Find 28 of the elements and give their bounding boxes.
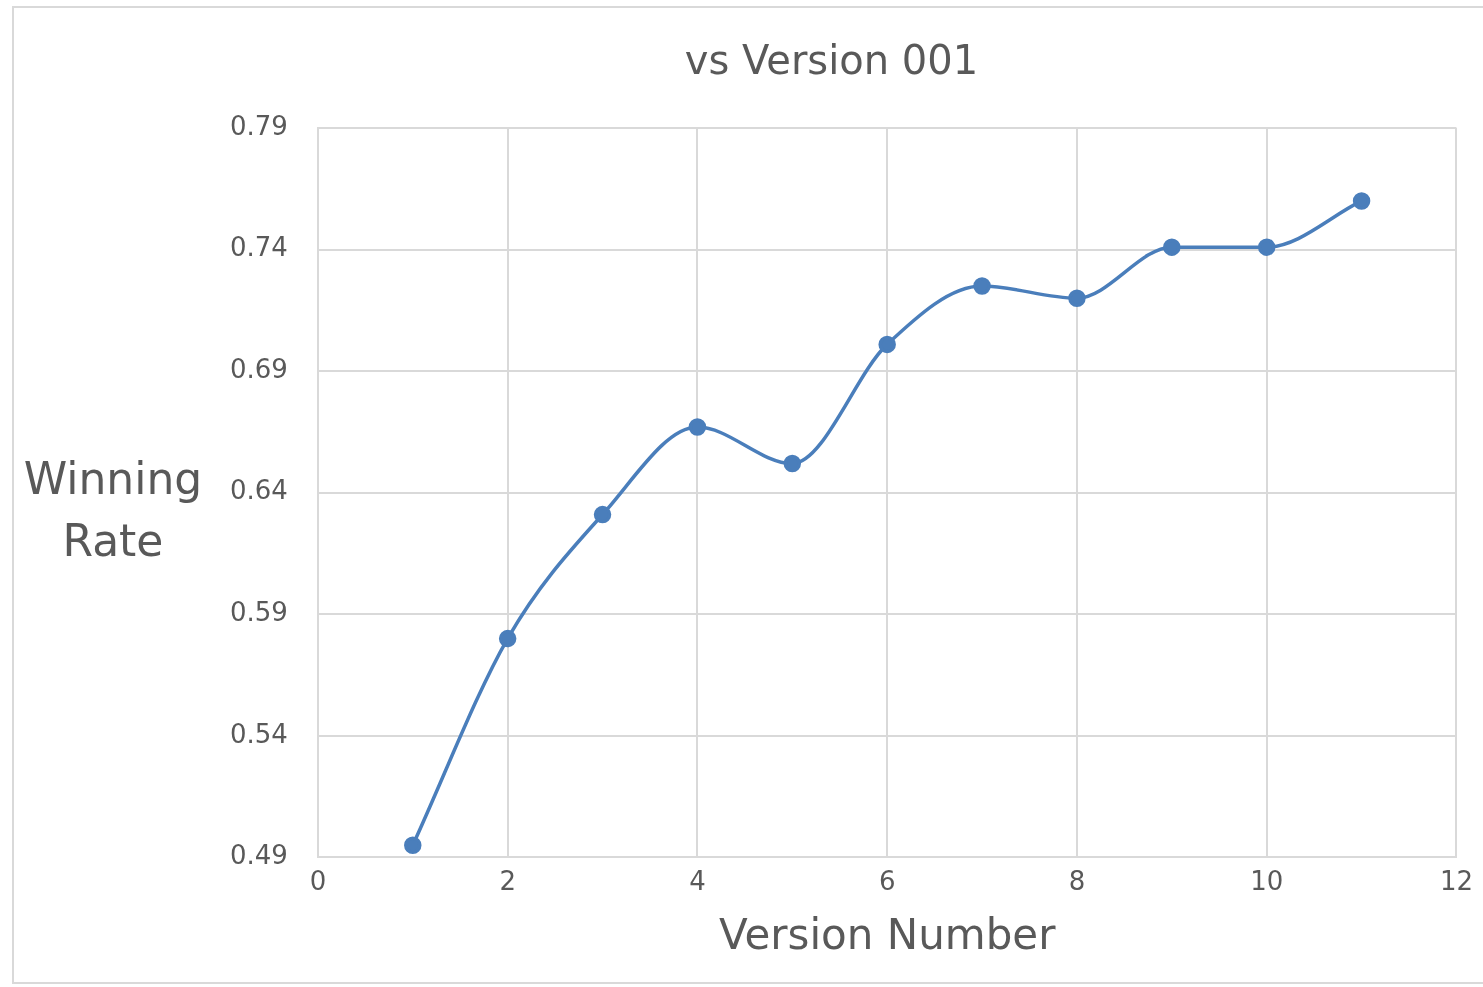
x-tick-label: 2 [499, 865, 516, 896]
point [498, 629, 517, 648]
point [1257, 238, 1276, 256]
point [973, 277, 991, 295]
x-tick-label: 0 [309, 865, 327, 896]
point [1352, 192, 1371, 210]
y-tick-label: 0.79 [230, 110, 288, 141]
chart-title: vs Version 001 [684, 37, 979, 84]
y-tick-label: 0.49 [230, 840, 288, 871]
x-tick-label: 8 [1068, 865, 1086, 896]
y-tick-label: 0.54 [230, 718, 288, 749]
point [783, 454, 802, 473]
x-tick-label: 4 [689, 865, 706, 896]
y-axis-title: Winning Rate [22, 452, 204, 568]
y-tick-label: 0.69 [230, 353, 288, 384]
x-axis-title: Version Number [718, 909, 1057, 959]
point [404, 836, 422, 854]
point [593, 505, 612, 524]
x-tick-label: 10 [1250, 865, 1284, 896]
y-tick-label: 0.59 [230, 597, 288, 628]
x-tick-label: 12 [1439, 865, 1473, 896]
point [688, 418, 707, 436]
y-tick-label: 0.64 [230, 475, 288, 506]
point [1068, 289, 1086, 307]
x-tick-label: 6 [878, 865, 896, 896]
point [1163, 238, 1181, 256]
y-tick-label: 0.74 [230, 232, 288, 263]
point [878, 335, 896, 354]
